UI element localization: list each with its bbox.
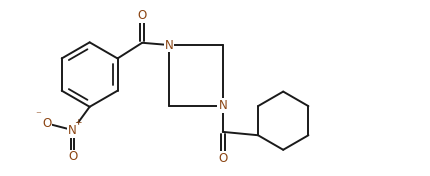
Text: O: O — [68, 150, 77, 164]
Text: N: N — [165, 39, 173, 52]
Text: +: + — [74, 118, 82, 127]
Text: ⁻: ⁻ — [36, 110, 42, 120]
Text: N: N — [218, 99, 227, 112]
Text: O: O — [218, 152, 227, 165]
Text: O: O — [138, 10, 147, 22]
Text: O: O — [42, 117, 51, 130]
Text: N: N — [68, 124, 77, 137]
